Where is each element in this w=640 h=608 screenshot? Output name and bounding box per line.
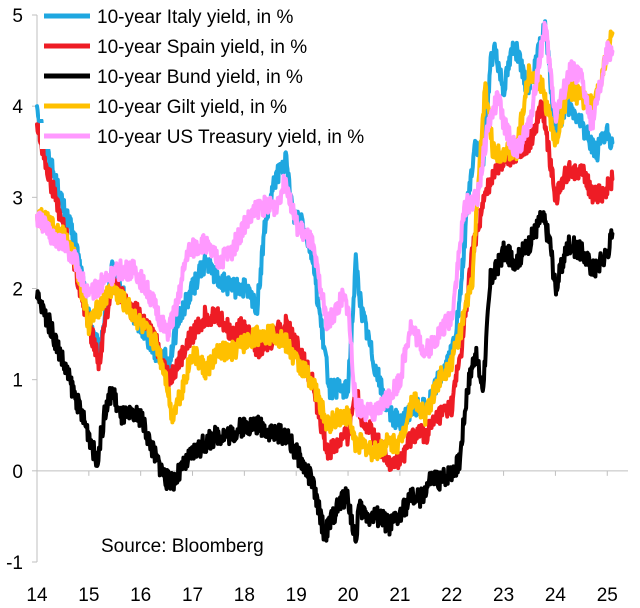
x-tick-label: 14 [26,585,48,606]
series-line-ust [35,20,615,423]
x-tick-label: 25 [597,585,618,606]
x-tick-label: 17 [182,585,203,606]
series-line-bund [35,210,615,544]
y-tick-label: 4 [12,97,23,118]
y-tick-label: -1 [6,553,23,574]
legend-label-italy: 10-year Italy yield, in % [97,7,294,28]
y-tick-label: 3 [12,188,23,209]
y-tick-label: 0 [12,462,23,483]
x-tick-label: 23 [493,585,514,606]
series-lines [35,19,615,544]
y-tick-label: 5 [12,6,23,27]
x-tick-label: 18 [234,585,255,606]
x-tick-label: 16 [130,585,151,606]
legend-label-bund: 10-year Bund yield, in % [97,67,303,88]
legend-label-ust: 10-year US Treasury yield, in % [97,127,364,148]
legend-label-gilt: 10-year Gilt yield, in % [97,97,287,118]
x-tick-label: 20 [337,585,358,606]
x-tick-label: 19 [286,585,307,606]
x-tick-label: 22 [441,585,462,606]
x-tick-label: 21 [389,585,410,606]
x-tick-label: 24 [545,585,567,606]
y-tick-label: 1 [12,371,23,392]
source-annotation: Source: Bloomberg [101,536,264,557]
x-tick-label: 15 [78,585,99,606]
legend: 10-year Italy yield, in % 10-year Spain y… [40,3,364,149]
legend-label-spain: 10-year Spain yield, in % [97,37,307,58]
y-tick-label: 2 [12,280,23,301]
